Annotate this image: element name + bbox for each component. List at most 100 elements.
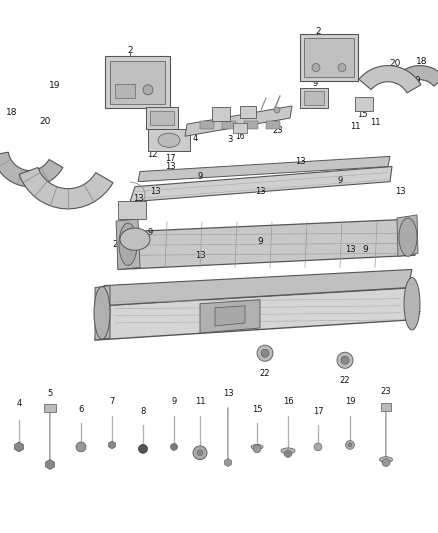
Ellipse shape <box>119 223 137 265</box>
Bar <box>118 201 146 219</box>
Polygon shape <box>215 306 245 326</box>
Circle shape <box>261 349 269 357</box>
Bar <box>381 403 391 411</box>
Text: 9: 9 <box>312 79 318 88</box>
Polygon shape <box>200 300 260 333</box>
Text: 22: 22 <box>340 376 350 385</box>
Polygon shape <box>185 106 292 136</box>
Text: 13: 13 <box>395 187 405 196</box>
Wedge shape <box>19 167 113 209</box>
Text: 13: 13 <box>150 187 160 196</box>
Text: 16: 16 <box>235 132 245 141</box>
Polygon shape <box>116 219 140 270</box>
Text: 11: 11 <box>195 397 205 406</box>
Text: 13: 13 <box>223 389 233 398</box>
Circle shape <box>337 352 353 368</box>
Text: 19: 19 <box>345 397 355 406</box>
Text: 9: 9 <box>171 397 177 406</box>
Text: 24: 24 <box>120 217 130 227</box>
Bar <box>240 106 256 118</box>
Ellipse shape <box>281 448 295 454</box>
Circle shape <box>382 459 390 466</box>
Circle shape <box>274 107 280 113</box>
Ellipse shape <box>158 133 180 147</box>
Text: 7: 7 <box>110 397 115 406</box>
Bar <box>200 121 214 129</box>
Circle shape <box>312 63 320 71</box>
Ellipse shape <box>399 218 417 256</box>
Text: 23: 23 <box>381 387 391 396</box>
Text: 23: 23 <box>273 126 283 135</box>
Bar <box>148 129 190 151</box>
Circle shape <box>348 443 352 447</box>
Text: 14: 14 <box>241 117 251 126</box>
Bar <box>150 111 174 125</box>
Text: 16: 16 <box>283 397 293 406</box>
Bar <box>300 34 358 80</box>
Text: 9: 9 <box>362 245 368 254</box>
Text: 19: 19 <box>49 81 61 90</box>
Circle shape <box>338 63 346 71</box>
Wedge shape <box>0 152 63 187</box>
Circle shape <box>76 442 86 452</box>
Circle shape <box>346 441 354 449</box>
Bar <box>44 404 56 411</box>
Text: 11: 11 <box>300 101 310 110</box>
Polygon shape <box>118 219 415 270</box>
Circle shape <box>253 445 261 453</box>
Text: 11: 11 <box>370 118 380 127</box>
Polygon shape <box>138 156 390 182</box>
Text: 4: 4 <box>192 134 198 143</box>
Text: 5: 5 <box>47 389 53 398</box>
Text: 2: 2 <box>315 27 321 36</box>
Bar <box>110 61 165 104</box>
Bar <box>222 121 236 129</box>
Text: 6: 6 <box>78 405 84 414</box>
Ellipse shape <box>379 457 392 463</box>
Circle shape <box>197 450 203 456</box>
Bar <box>105 55 170 108</box>
Circle shape <box>143 85 153 95</box>
Polygon shape <box>397 215 418 256</box>
Text: 13: 13 <box>194 251 205 260</box>
Text: 3: 3 <box>227 135 233 144</box>
Circle shape <box>257 345 273 361</box>
Ellipse shape <box>94 287 110 339</box>
Ellipse shape <box>120 228 150 251</box>
Text: 8: 8 <box>149 130 155 139</box>
Text: 4: 4 <box>16 399 21 408</box>
Polygon shape <box>95 288 415 340</box>
Text: 19: 19 <box>410 76 420 85</box>
Text: 9: 9 <box>147 228 152 237</box>
Wedge shape <box>394 66 438 87</box>
Text: 18: 18 <box>416 57 428 66</box>
Bar <box>304 91 324 105</box>
Text: 1: 1 <box>415 306 421 316</box>
Text: 8: 8 <box>140 407 146 416</box>
Bar <box>300 88 328 108</box>
Text: 15: 15 <box>357 110 367 118</box>
Text: 15: 15 <box>252 405 262 414</box>
Text: 17: 17 <box>313 407 323 416</box>
Text: 11: 11 <box>350 122 360 131</box>
Text: 13: 13 <box>345 245 355 254</box>
Text: 9: 9 <box>198 172 203 181</box>
Text: 13: 13 <box>165 162 175 171</box>
Text: 14: 14 <box>213 119 223 128</box>
Text: 20: 20 <box>39 117 51 126</box>
Wedge shape <box>359 66 421 93</box>
Circle shape <box>193 446 207 459</box>
Text: 17: 17 <box>165 154 175 163</box>
Text: 21: 21 <box>113 240 123 249</box>
Polygon shape <box>130 166 392 202</box>
Bar <box>304 38 354 77</box>
Bar <box>115 84 135 98</box>
Bar <box>244 121 258 129</box>
Circle shape <box>341 356 349 364</box>
Text: 18: 18 <box>6 108 18 117</box>
Bar <box>355 97 373 111</box>
Text: 22: 22 <box>260 369 270 378</box>
Text: 13: 13 <box>133 195 143 203</box>
Bar <box>212 107 230 121</box>
Circle shape <box>138 445 148 453</box>
